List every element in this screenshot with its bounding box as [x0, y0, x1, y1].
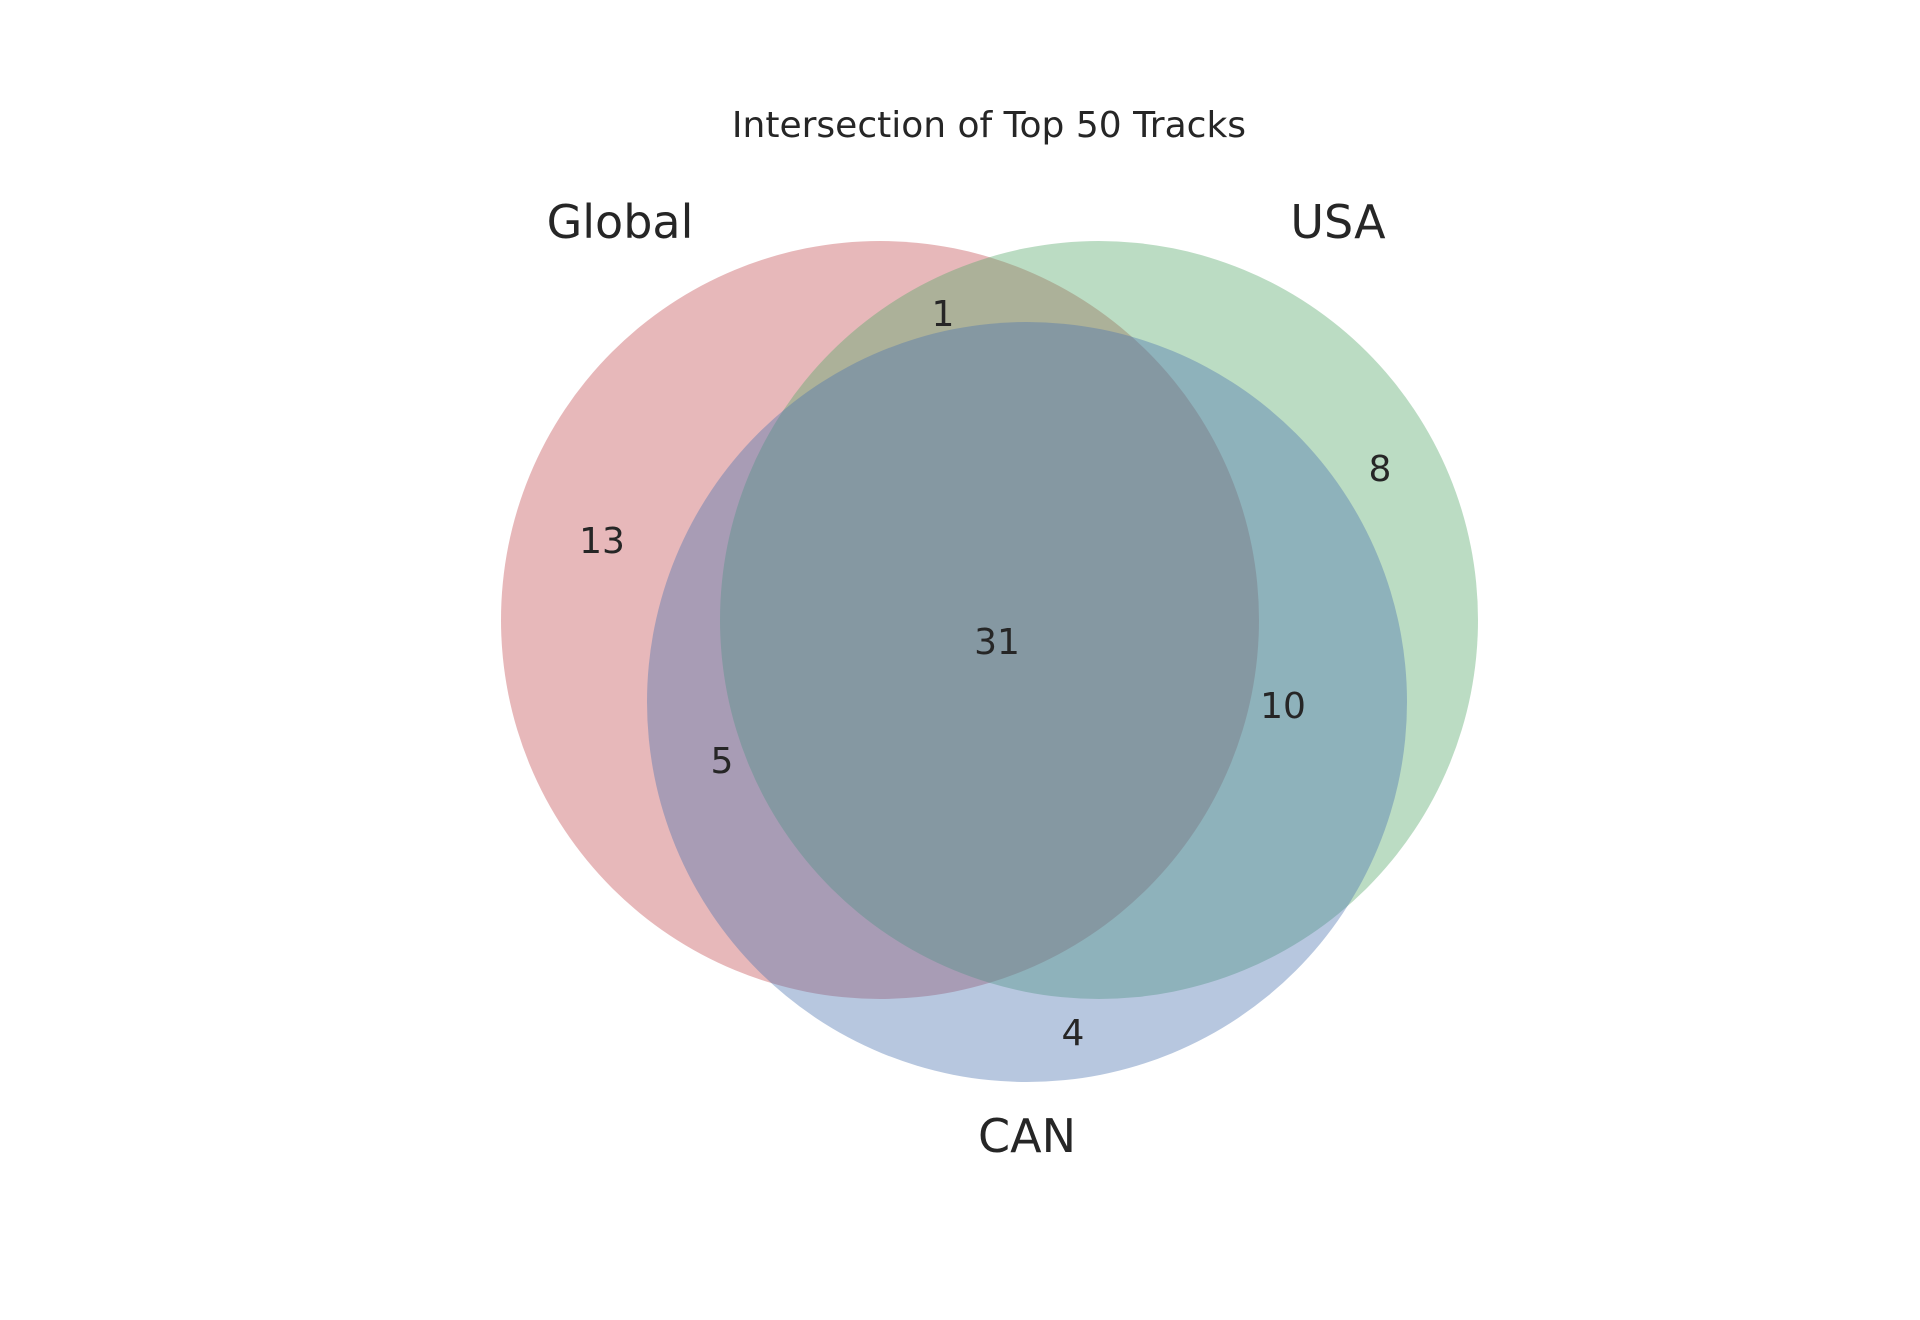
region-label-usa-only: 8 — [1369, 449, 1392, 490]
region-label-global-can: 5 — [711, 741, 734, 782]
set-label-usa: USA — [1290, 195, 1386, 249]
set-circle-global — [501, 241, 1259, 999]
region-label-all-three: 31 — [974, 622, 1020, 663]
region-label-global-usa: 1 — [932, 294, 955, 335]
set-circle-can — [647, 322, 1407, 1082]
region-label-can-only: 4 — [1062, 1013, 1085, 1054]
region-label-usa-can: 10 — [1260, 686, 1306, 727]
set-label-global: Global — [547, 195, 694, 249]
region-label-global-only: 13 — [579, 521, 625, 562]
set-circles — [501, 241, 1478, 1082]
chart-title: Intersection of Top 50 Tracks — [732, 105, 1246, 146]
set-label-can: CAN — [978, 1109, 1076, 1163]
set-circle-usa — [720, 241, 1478, 999]
